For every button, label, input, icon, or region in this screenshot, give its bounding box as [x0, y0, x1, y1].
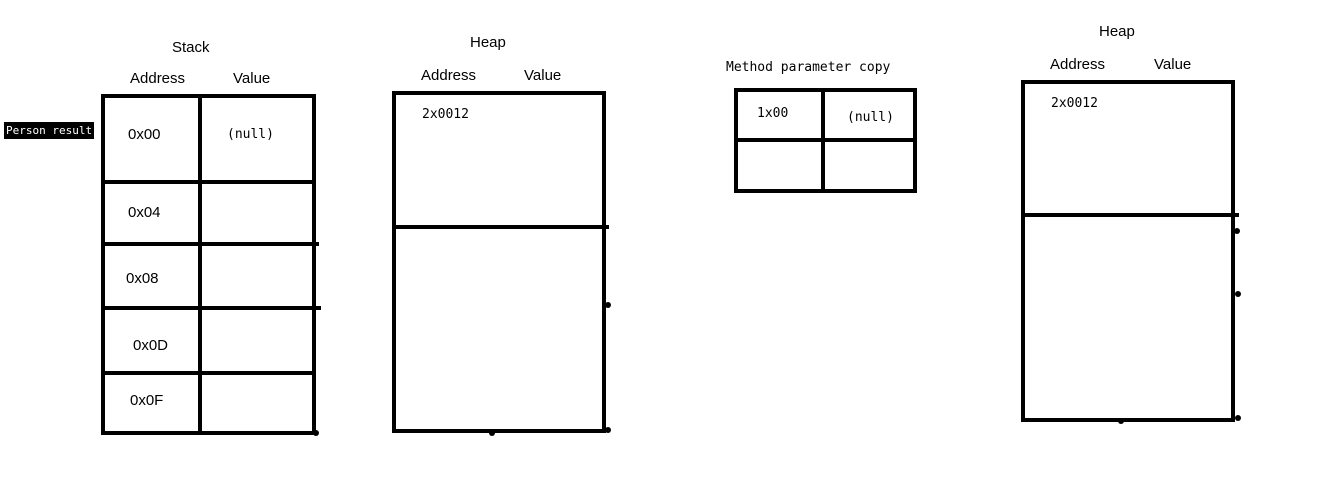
stack-row-address: 0x0D	[133, 337, 169, 354]
heap-edge-mark	[1235, 291, 1241, 297]
heap-entry-address: 2x0012	[422, 107, 469, 122]
heap-title: Heap	[1099, 23, 1135, 40]
stack-address-header: Address	[130, 70, 186, 87]
heap-corner-mark	[1235, 415, 1241, 421]
stack-value-header: Value	[233, 70, 271, 87]
stack-row-divider	[101, 371, 316, 375]
stack-row-address: 0x00	[128, 126, 161, 143]
heap-row-divider	[392, 225, 609, 229]
heap-value-header: Value	[524, 67, 562, 84]
heap-value-header: Value	[1154, 56, 1192, 73]
stack-row-divider	[101, 306, 321, 310]
heap-corner-mark	[605, 427, 611, 433]
stack-row-address: 0x0F	[130, 392, 164, 409]
heap-frame	[392, 91, 606, 433]
heap-row-divider	[1021, 213, 1239, 217]
stack-row-divider	[101, 242, 319, 246]
stack-title: Stack	[172, 39, 210, 56]
heap-frame	[1021, 80, 1235, 422]
heap-title: Heap	[470, 34, 506, 51]
method-copy-title: Method parameter copy	[726, 60, 891, 75]
heap-address-header: Address	[1050, 56, 1106, 73]
heap-edge-mark	[1234, 228, 1240, 234]
method-copy-value: (null)	[847, 110, 894, 125]
heap-entry-address: 2x0012	[1051, 96, 1098, 111]
method-copy-address: 1x00	[757, 106, 789, 121]
method-copy-row-divider	[734, 138, 917, 142]
stack-row-address: 0x04	[128, 204, 161, 221]
heap-address-header: Address	[421, 67, 477, 84]
heap-bottom-mark	[489, 430, 495, 436]
heap-bottom-mark	[1118, 418, 1124, 424]
person-result-label: Person result	[4, 122, 95, 139]
stack-frame	[101, 94, 316, 435]
heap-edge-mark	[605, 302, 611, 308]
stack-row-value: (null)	[227, 127, 274, 142]
stack-column-divider	[198, 94, 202, 435]
stack-row-divider	[101, 180, 316, 184]
stack-corner-mark	[313, 430, 319, 436]
stack-row-address: 0x08	[126, 270, 159, 287]
